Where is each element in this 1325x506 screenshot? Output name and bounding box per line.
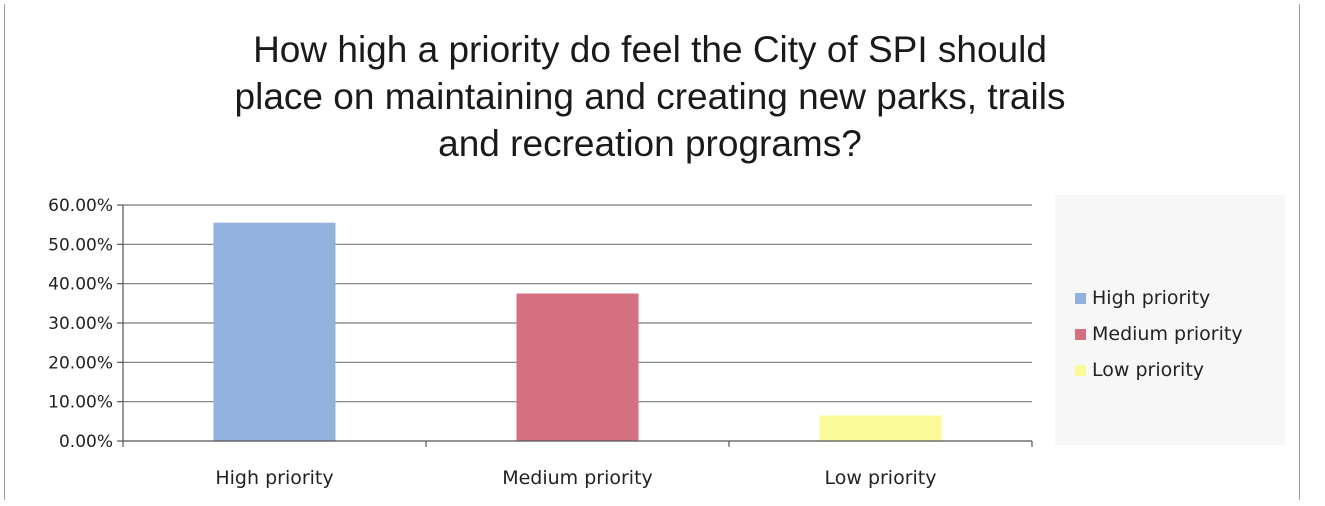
chart-title: How high a priority do feel the City of … xyxy=(100,26,1200,167)
legend-item-high-priority: High priority xyxy=(1075,280,1243,316)
legend-label-high-priority: High priority xyxy=(1092,287,1211,309)
y-tick-label: 50.00% xyxy=(48,235,113,255)
bar-medium-priority xyxy=(516,293,639,441)
legend-swatch-low-priority xyxy=(1075,364,1086,376)
bar-high-priority xyxy=(213,222,336,441)
y-tick-label: 20.00% xyxy=(48,353,113,373)
bar-low-priority xyxy=(819,415,942,441)
x-tick-label: High priority xyxy=(215,467,333,489)
x-tick-label: Low priority xyxy=(824,467,936,489)
legend-label-medium-priority: Medium priority xyxy=(1092,323,1243,345)
chart-title-line-2: place on maintaining and creating new pa… xyxy=(234,76,1066,117)
legend-label-low-priority: Low priority xyxy=(1092,359,1205,381)
chart-title-line-1: How high a priority do feel the City of … xyxy=(253,29,1047,70)
chart-frame xyxy=(4,4,1300,500)
y-tick-label: 30.00% xyxy=(48,314,113,334)
legend-swatch-medium-priority xyxy=(1075,328,1086,340)
x-tick-label: Medium priority xyxy=(502,467,653,489)
legend-swatch-high-priority xyxy=(1075,292,1086,304)
y-tick-label: 0.00% xyxy=(59,432,113,452)
y-tick-label: 10.00% xyxy=(48,393,113,413)
legend-item-low-priority: Low priority xyxy=(1075,352,1243,388)
y-tick-label: 40.00% xyxy=(48,275,113,295)
legend-item-medium-priority: Medium priority xyxy=(1075,316,1243,352)
legend-background xyxy=(1055,195,1285,445)
legend: High priority Medium priority Low priori… xyxy=(1075,280,1243,388)
chart-title-line-3: and recreation programs? xyxy=(438,123,862,164)
y-tick-label: 60.00% xyxy=(48,196,113,216)
